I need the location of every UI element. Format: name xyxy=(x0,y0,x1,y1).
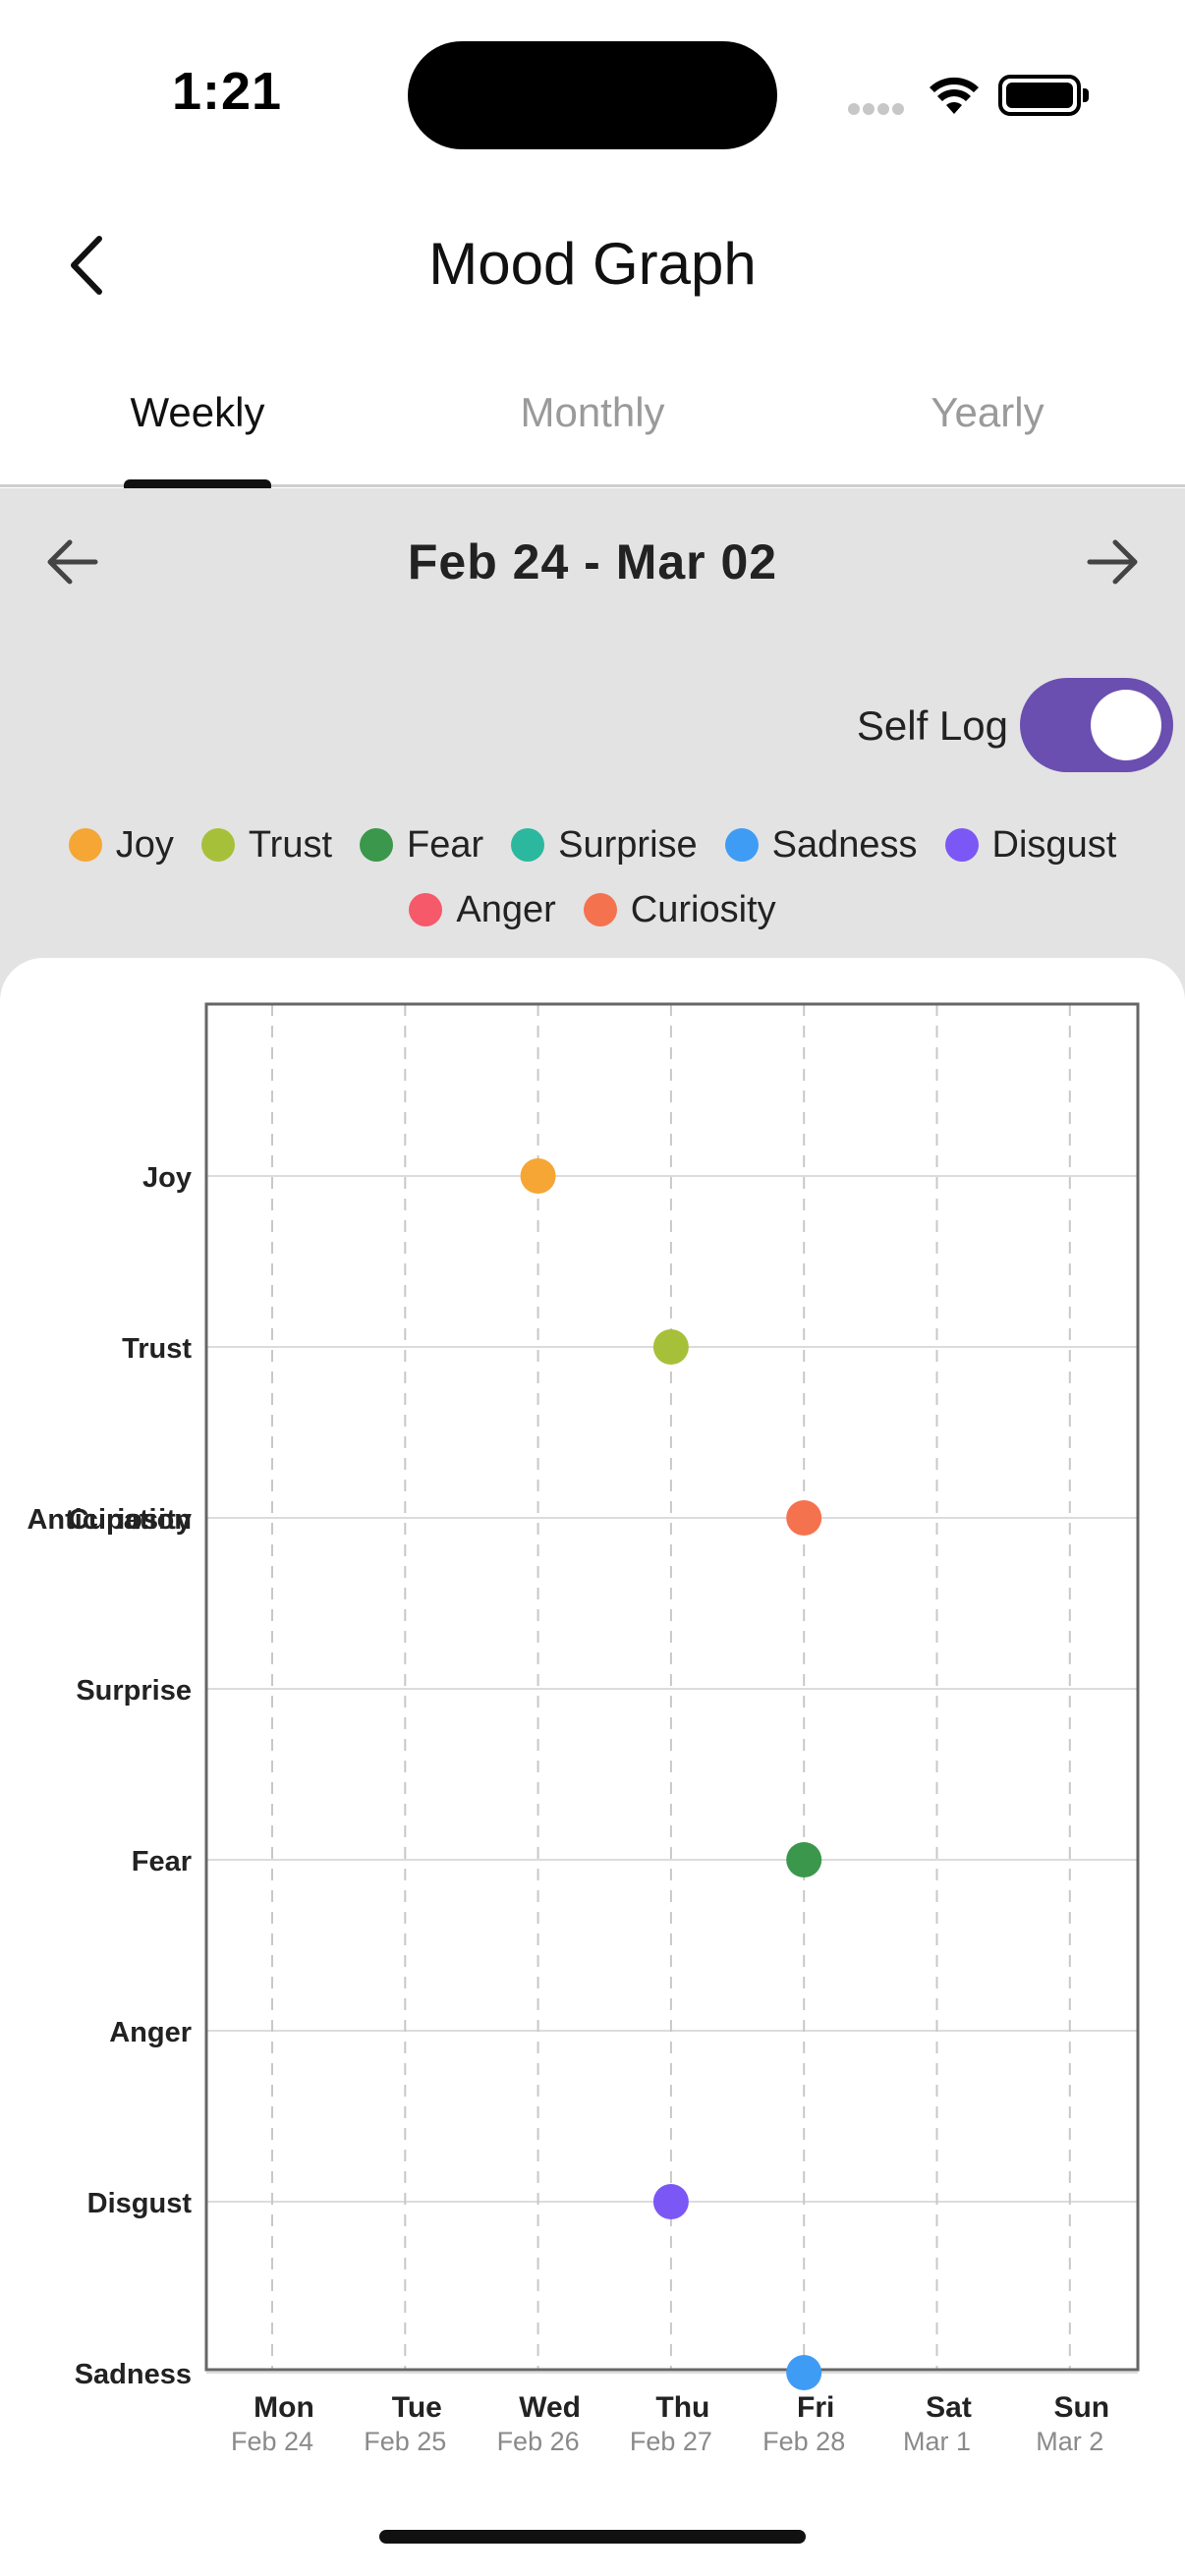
legend-dot xyxy=(583,893,617,926)
data-point-trust xyxy=(652,1329,689,1365)
legend-label: Curiosity xyxy=(630,889,776,930)
x-tick-day: Thu xyxy=(655,2391,709,2424)
plot-frame xyxy=(204,1002,1140,2372)
legend-item-anger: Anger xyxy=(409,877,556,942)
legend-label: Fear xyxy=(407,824,484,866)
next-week-button[interactable] xyxy=(1079,528,1148,596)
legend-item-surprise: Surprise xyxy=(511,812,698,877)
y-tick-label: Joy xyxy=(142,1162,192,1194)
chart-card: Joy Trust Anticipation Surprise Fear Anger Dis… xyxy=(0,958,1185,2576)
legend-item-fear: Fear xyxy=(360,812,483,877)
period-tabs: Weekly Monthly Yearly xyxy=(0,344,1185,489)
legend-item-trust: Trust xyxy=(200,812,333,877)
legend-dot xyxy=(200,828,235,862)
mood-scatter-chart: Joy Trust Anticipation Surprise Fear Anger Dis… xyxy=(27,1002,1140,2456)
legend-label: Joy xyxy=(115,824,174,866)
previous-week-button[interactable] xyxy=(37,528,106,596)
active-tab-indicator xyxy=(124,479,271,489)
legend-item-joy: Joy xyxy=(68,812,174,877)
arrow-left-icon xyxy=(47,539,98,585)
data-point-joy xyxy=(520,1158,556,1194)
y-tick-label: Anticipation xyxy=(27,1504,192,1536)
legend-label: Surprise xyxy=(558,824,698,866)
x-tick-day: Fri xyxy=(797,2391,834,2424)
y-tick-label: Fear xyxy=(132,1846,192,1877)
legend-dot xyxy=(409,893,443,926)
tab-monthly[interactable]: Monthly xyxy=(520,389,665,435)
tab-weekly[interactable]: Weekly xyxy=(130,389,265,435)
y-tick-label: Surprise xyxy=(76,1675,192,1707)
arrow-right-icon xyxy=(1087,539,1138,585)
wifi-icon xyxy=(929,77,980,121)
x-tick-day: Wed xyxy=(519,2391,581,2424)
x-tick-date: Feb 27 xyxy=(630,2427,712,2456)
legend-item-sadness: Sadness xyxy=(724,812,918,877)
y-tick-label: Sadness xyxy=(75,2359,192,2390)
legend-dot xyxy=(68,828,102,862)
x-tick-date: Mar 1 xyxy=(903,2427,971,2456)
x-tick-day: Mon xyxy=(254,2391,314,2424)
self-log-toggle[interactable] xyxy=(1020,678,1173,772)
legend-label: Trust xyxy=(248,824,333,866)
x-tick-date: Feb 28 xyxy=(762,2427,845,2456)
x-tick-day: Sun xyxy=(1053,2391,1109,2424)
x-tick-day: Sat xyxy=(926,2391,972,2424)
legend-label: Anger xyxy=(456,889,556,930)
legend-dot xyxy=(511,828,545,862)
data-point-disgust xyxy=(652,2184,689,2219)
x-tick-date: Mar 2 xyxy=(1036,2427,1103,2456)
data-point-sadness xyxy=(786,2355,822,2390)
x-tick-date: Feb 24 xyxy=(231,2427,313,2456)
tab-yearly[interactable]: Yearly xyxy=(931,389,1044,435)
back-button[interactable] xyxy=(51,226,120,305)
home-indicator xyxy=(379,2530,806,2544)
chevron-left-icon xyxy=(71,236,102,295)
self-log-label: Self Log xyxy=(856,702,1008,749)
legend-item-curiosity: Curiosity xyxy=(583,877,776,942)
header: Mood Graph xyxy=(0,187,1185,344)
dynamic-island xyxy=(408,41,777,149)
legend-label: Disgust xyxy=(991,824,1117,866)
y-tick-label-overlap: Curiosity xyxy=(68,1504,192,1536)
status-bar: 1:21 xyxy=(0,0,1185,187)
date-range: Feb 24 - Mar 02 xyxy=(407,534,778,589)
data-point-fear xyxy=(786,1842,822,1877)
legend-item-disgust: Disgust xyxy=(944,812,1117,877)
x-tick-date: Feb 26 xyxy=(497,2427,580,2456)
data-point-curiosity xyxy=(786,1500,822,1536)
battery-icon xyxy=(998,75,1089,116)
y-tick-label: Trust xyxy=(122,1333,192,1365)
page-title: Mood Graph xyxy=(428,231,757,297)
y-tick-label: Anger xyxy=(109,2017,192,2048)
x-tick-day: Tue xyxy=(392,2391,442,2424)
toggle-knob xyxy=(1091,690,1161,760)
x-tick-date: Feb 25 xyxy=(364,2427,446,2456)
legend-dot xyxy=(724,828,759,862)
legend-dot xyxy=(360,828,394,862)
y-tick-label: Disgust xyxy=(87,2188,193,2219)
legend-dot xyxy=(944,828,979,862)
legend-label: Sadness xyxy=(771,824,918,866)
legend: Joy Trust Fear Surprise Sadness Disgust Anger… xyxy=(0,812,1185,942)
status-time: 1:21 xyxy=(172,62,283,121)
cellular-signal-icon xyxy=(848,102,907,116)
